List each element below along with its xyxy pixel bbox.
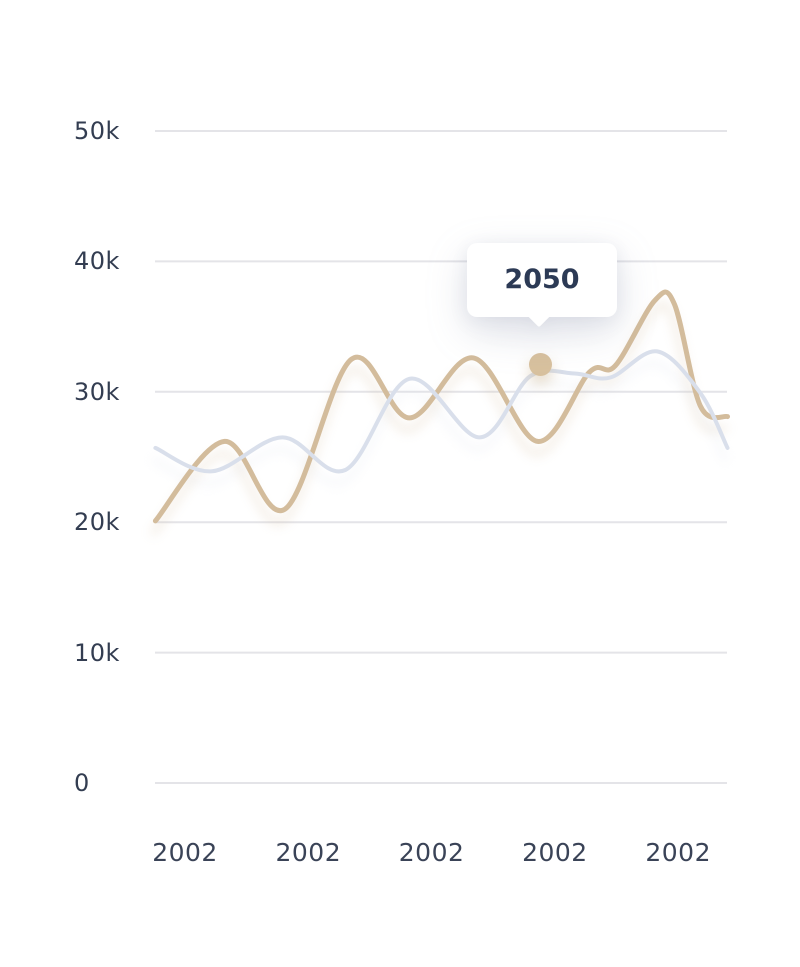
y-axis-tick-label: 0 (74, 769, 90, 797)
tooltip-value: 2050 (504, 264, 580, 295)
series-lines (152, 289, 730, 524)
x-axis-tick-label: 2002 (645, 838, 711, 867)
highlight-series-shadow (150, 301, 728, 536)
x-axis-tick-label: 2002 (275, 838, 342, 867)
highlighted-point-marker[interactable] (528, 352, 552, 376)
y-axis-tick-label: 40k (74, 247, 120, 276)
x-axis-tick-label: 2002 (152, 838, 218, 867)
secondary-series-shadow (151, 361, 728, 486)
y-axis-tick-label: 30k (74, 377, 120, 406)
y-axis-tick-label: 50k (74, 117, 120, 145)
tooltip: 2050 (467, 243, 617, 328)
y-axis-tick-label: 20k (74, 508, 120, 537)
x-axis-tick-label: 2002 (398, 838, 465, 867)
highlight-series-line (152, 289, 730, 524)
y-axis-tick-label: 10k (74, 638, 120, 667)
secondary-series-line (153, 349, 730, 474)
x-axis-tick-label: 2002 (522, 838, 588, 867)
series-shadows (150, 301, 728, 536)
